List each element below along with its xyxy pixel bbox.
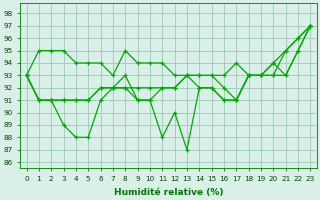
X-axis label: Humidité relative (%): Humidité relative (%) [114,188,223,197]
